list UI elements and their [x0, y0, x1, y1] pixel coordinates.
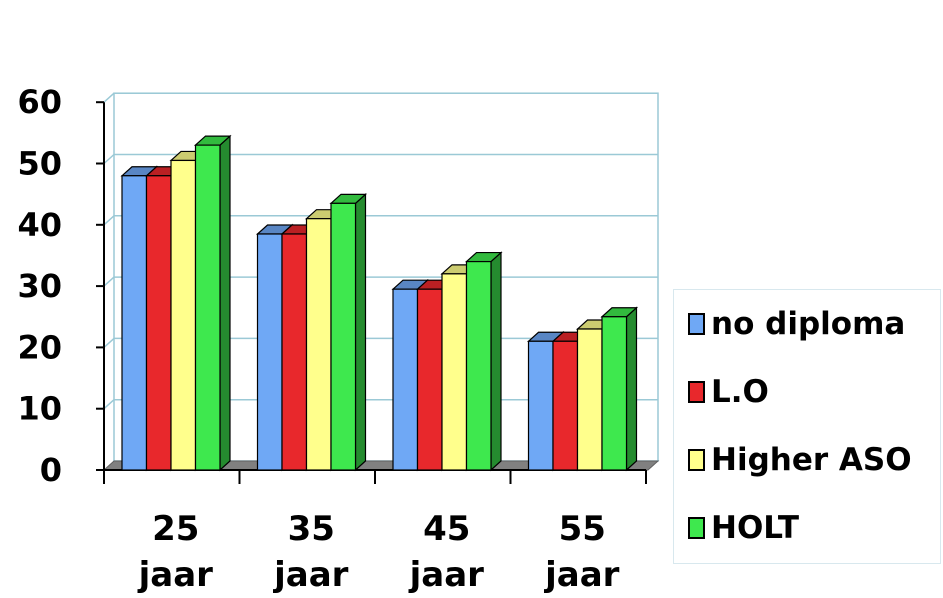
bars: [120, 134, 639, 472]
gridline-side: [103, 399, 115, 410]
x-tick-label: 55: [559, 509, 606, 549]
y-tick-label: 10: [17, 390, 62, 428]
gridline-side: [103, 153, 115, 165]
legend: no diploma L.O Higher ASO HOLT: [673, 289, 941, 564]
y-tick-label: 60: [17, 83, 62, 121]
gridline-side: [103, 276, 115, 287]
y-tick-label: 20: [17, 328, 62, 366]
legend-swatch-0: [688, 313, 705, 335]
legend-item-0: no diploma: [688, 304, 905, 344]
y-tick-label: 40: [17, 206, 62, 244]
labels: 0 10 20 30 40 50 60 25 jaar 35 jaar 45 jaar 55 jaar: [17, 83, 619, 595]
x-tick-label: jaar: [137, 555, 214, 595]
x-tick-label: jaar: [272, 555, 349, 595]
y-tick-label: 30: [17, 267, 62, 305]
x-tick-label: 25: [152, 509, 199, 549]
x-tick-label: jaar: [543, 555, 620, 595]
legend-label-3: HOLT: [711, 510, 800, 546]
legend-swatch-1: [688, 381, 705, 403]
bar: [600, 306, 639, 472]
legend-item-1: L.O: [688, 372, 769, 412]
legend-label-0: no diploma: [711, 306, 906, 342]
legend-item-2: Higher ASO: [688, 440, 912, 480]
y-tick-label: 0: [40, 451, 62, 489]
x-tick-label: jaar: [408, 555, 485, 595]
legend-swatch-3: [688, 517, 705, 539]
x-tick-label: 35: [288, 509, 335, 549]
gridline-side: [103, 337, 115, 348]
y-tick-label: 50: [17, 145, 62, 183]
bar: [329, 192, 368, 472]
legend-item-3: HOLT: [688, 508, 799, 548]
legend-swatch-2: [688, 449, 705, 471]
bar: [193, 134, 232, 472]
legend-label-2: Higher ASO: [711, 442, 912, 478]
gridline-side: [103, 92, 115, 103]
x-tick-label: 45: [423, 509, 470, 549]
bar: [464, 251, 503, 472]
legend-label-1: L.O: [711, 374, 769, 410]
gridline-side: [103, 215, 115, 226]
